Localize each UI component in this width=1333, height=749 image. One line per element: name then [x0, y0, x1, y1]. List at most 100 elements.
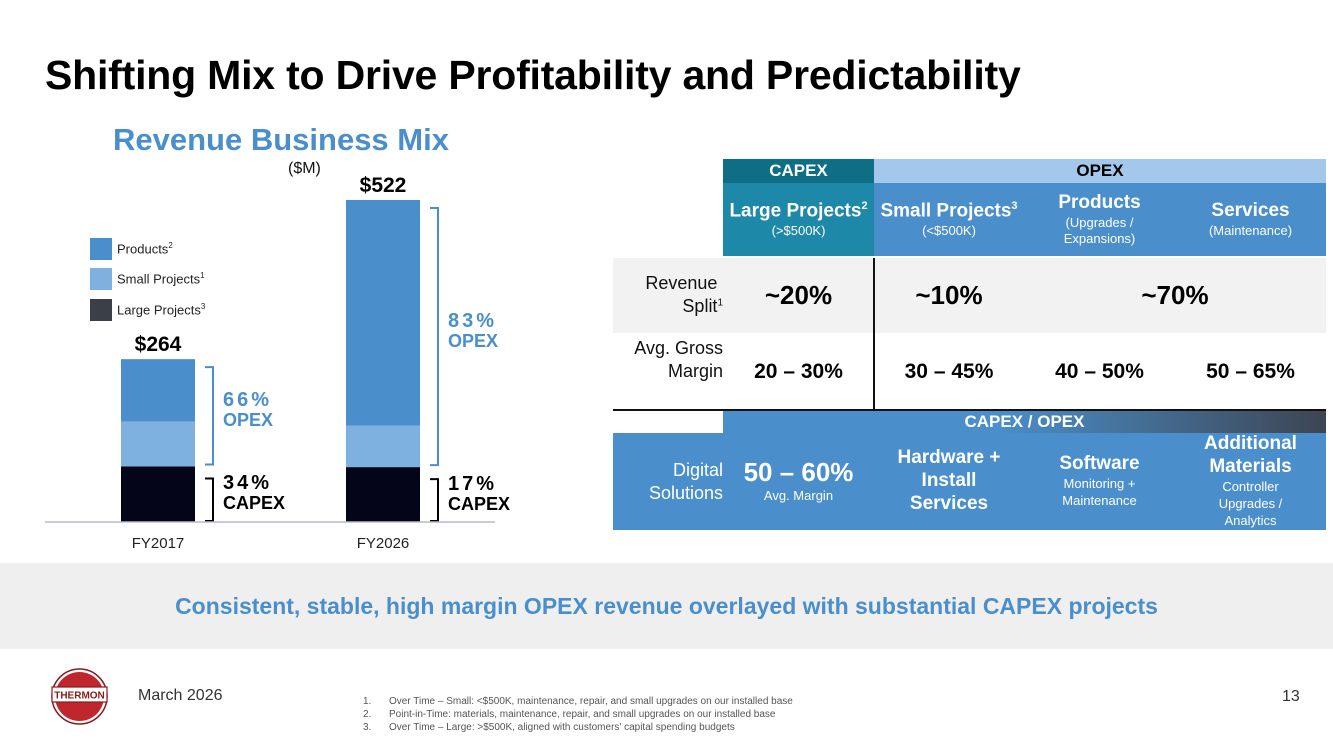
footnotes: 1. Over Time – Small: <$500K, maintenance…: [363, 695, 793, 734]
footnote-text: Over Time – Small: <$500K, maintenance, …: [389, 696, 793, 707]
digital-solutions-band: [613, 433, 1326, 530]
thermon-logo: THERMON: [51, 668, 108, 725]
capex-bracket-fy2026: [430, 478, 439, 522]
col-sub-label: (Upgrades / Expansions): [1063, 214, 1136, 246]
bar-segment-small-projects-fy2026: [346, 425, 420, 468]
revenue-mix-chart: [45, 200, 495, 523]
summary-banner: Consistent, stable, high margin OPEX rev…: [0, 563, 1333, 649]
header-capex: CAPEX: [723, 159, 874, 183]
category-label: FY2017: [131, 535, 185, 552]
bar-segment-large-projects-fy2026: [346, 467, 420, 522]
digital-additional-sub: Controller Upgrades / Analytics: [1218, 478, 1283, 528]
opex-share-pct: 83%: [448, 309, 498, 332]
revenue-split-label: Revenue Split1: [613, 272, 723, 319]
col-footnote-sup: 2: [861, 199, 868, 212]
capex-opex-header: [723, 411, 1326, 433]
digital-additional: Additional Materials Controller Upgrades…: [1175, 433, 1326, 530]
col-sub-label: (<$500K): [922, 222, 976, 238]
chart-unit: ($M): [288, 160, 321, 177]
capex-opex-label: CAPEX / OPEX: [964, 412, 1085, 431]
revenue-split-opex: ~70%: [1141, 280, 1209, 310]
legend-swatch: [90, 268, 112, 290]
revenue-split-small: ~10%: [915, 280, 983, 310]
page-number: 13: [1282, 688, 1300, 705]
footnote-text: Over Time – Large: >$500K, aligned with …: [389, 722, 735, 733]
capex-share-tag: CAPEX: [448, 494, 511, 515]
chart-title: Revenue Business Mix: [113, 122, 449, 157]
bar-total-label: $522: [359, 174, 407, 197]
col-sub-label: (Maintenance): [1208, 222, 1293, 238]
legend-label: Large Projects3: [117, 302, 206, 318]
digital-software: Software Monitoring + Maintenance: [1024, 433, 1175, 530]
col-main-label: Small Projects: [880, 200, 1012, 222]
opex-share-tag: OPEX: [223, 409, 274, 430]
bar-segment-large-projects-fy2017: [121, 466, 195, 522]
digital-margin-sub: Avg. Margin: [763, 488, 834, 503]
legend-item: Small Projects1: [90, 268, 205, 290]
opex-share-label: 83% OPEX: [448, 310, 498, 352]
col-footnote-sup: 3: [1011, 199, 1018, 212]
digital-software-sub: Monitoring + Maintenance: [1062, 476, 1137, 508]
col-small-projects: Small Projects3 (<$500K): [874, 183, 1024, 256]
capex-share-pct: 17%: [448, 473, 498, 496]
logo-text: THERMON: [54, 691, 105, 702]
digital-solutions-label: Digital Solutions: [648, 460, 723, 504]
revenue-split-sup: 1: [717, 297, 723, 309]
col-large-projects: Large Projects2 (>$500K): [723, 183, 874, 256]
footnote-item: 1. Over Time – Small: <$500K, maintenance…: [363, 695, 793, 708]
opex-bracket-fy2026: [430, 207, 439, 467]
legend-item: Products2: [90, 238, 173, 260]
footnote-item: 2. Point-in-Time: materials, maintenance,…: [363, 708, 793, 721]
category-label: FY2026: [356, 535, 410, 552]
gross-margin-label: Avg. Gross Margin: [634, 338, 723, 382]
capex-share-label: 17% CAPEX: [448, 473, 510, 515]
bar-segment-products-fy2017: [121, 359, 195, 422]
digital-software-label: Software: [1059, 453, 1140, 475]
opex-share-tag: OPEX: [448, 330, 499, 351]
legend-swatch: [90, 238, 112, 260]
col-products: Products (Upgrades / Expansions): [1024, 183, 1175, 256]
footnote-text: Point-in-Time: materials, maintenance, r…: [389, 709, 776, 720]
digital-hardware: Hardware + Install Services: [874, 433, 1024, 530]
capex-share-pct: 34%: [223, 472, 273, 495]
horizontal-divider: [613, 409, 1326, 411]
col-main-label: Products: [1058, 191, 1141, 213]
revenue-split-label-text: Revenue Split: [645, 273, 718, 317]
capex-bracket-fy2017: [205, 477, 214, 522]
legend-label: Products2: [117, 241, 173, 257]
opex-bracket-fy2017: [205, 366, 214, 466]
gross-margin-large: 20 – 30%: [754, 360, 843, 383]
col-main-label: Services: [1211, 199, 1290, 221]
legend-swatch: [90, 299, 112, 321]
gross-margin-small: 30 – 45%: [904, 360, 994, 383]
opex-share-label: 66% OPEX: [223, 389, 273, 431]
capex-share-tag: CAPEX: [223, 493, 286, 514]
footnote-item: 3. Over Time – Large: >$500K, aligned wit…: [363, 721, 793, 734]
footnote-num: 1.: [363, 696, 372, 707]
digital-additional-label: Additional Materials: [1204, 433, 1297, 478]
footnote-num: 2.: [363, 709, 372, 720]
opex-share-pct: 66%: [223, 388, 273, 411]
gross-margin-products: 40 – 50%: [1055, 360, 1144, 383]
col-sub-label: (>$500K): [771, 222, 826, 238]
capex-share-label: 34% CAPEX: [223, 472, 285, 514]
digital-margin: 50 – 60% Avg. Margin: [723, 433, 874, 530]
bar-total-label: $264: [134, 333, 182, 357]
col-services: Services (Maintenance): [1175, 183, 1326, 256]
footnote-num: 3.: [363, 722, 372, 733]
revenue-split-large: ~20%: [764, 280, 833, 310]
gross-margin-services: 50 – 65%: [1206, 360, 1295, 383]
legend-label: Small Projects1: [117, 271, 205, 287]
footer-date: March 2026: [138, 687, 223, 704]
revenue-split-row-bg: [613, 258, 1326, 333]
col-main-label: Large Projects: [729, 200, 862, 222]
bar-segment-products-fy2026: [346, 200, 420, 426]
bar-segment-small-projects-fy2017: [121, 421, 195, 467]
digital-margin-value: 50 – 60%: [743, 457, 854, 488]
vertical-divider: [873, 258, 875, 410]
summary-banner-text: Consistent, stable, high margin OPEX rev…: [175, 592, 1158, 619]
legend-item: Large Projects3: [90, 299, 205, 321]
digital-hardware-label: Hardware + Install Services: [897, 447, 1001, 514]
header-opex: OPEX: [874, 159, 1326, 183]
page-title: Shifting Mix to Drive Profitability and …: [45, 52, 1021, 98]
